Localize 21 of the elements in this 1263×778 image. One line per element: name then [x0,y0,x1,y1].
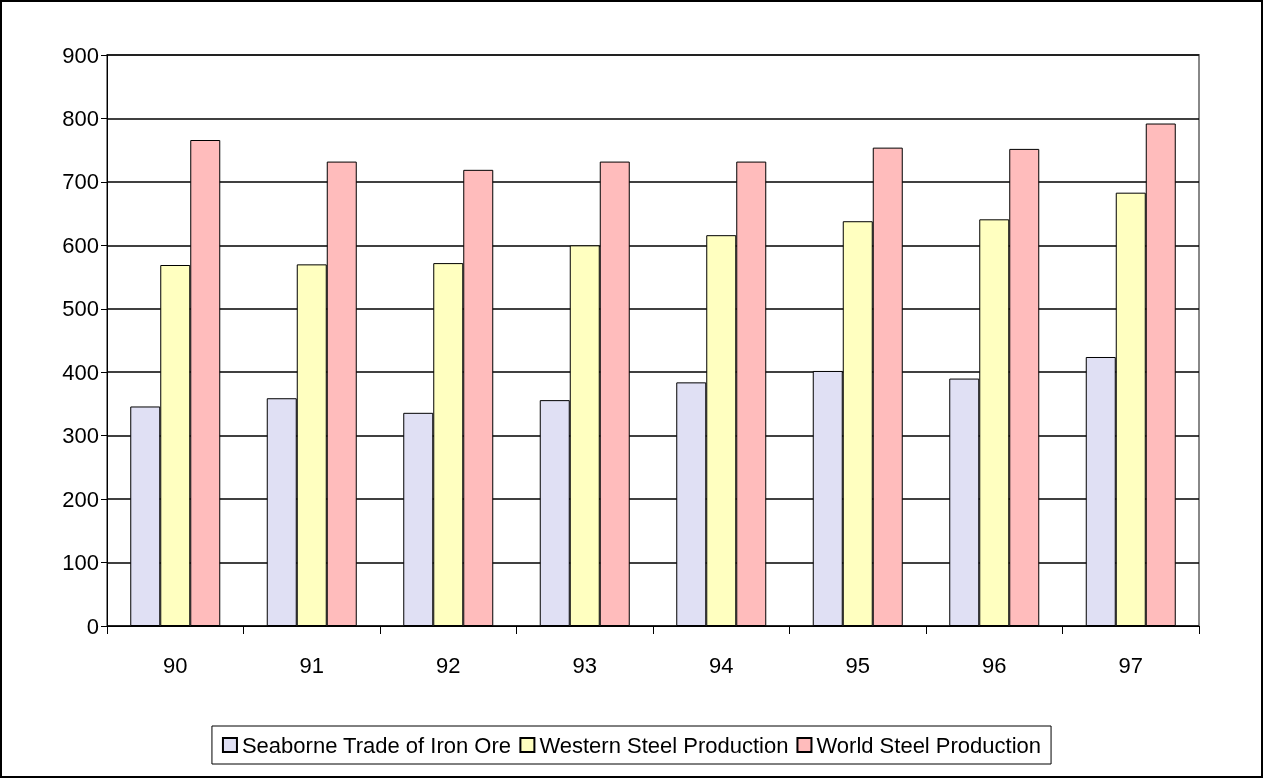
x-tick-label: 95 [845,652,870,678]
legend-label: Seaborne Trade of Iron Ore [241,732,512,758]
x-tick-label: 96 [982,652,1007,678]
x-tick-label: 94 [709,652,734,678]
y-tick-label: 200 [62,486,99,512]
y-tick-label: 500 [62,296,99,322]
x-tick-label: 91 [299,652,324,678]
x-tick-label: 90 [163,652,188,678]
x-tick-label: 97 [1118,652,1143,678]
y-tick-label: 700 [62,169,99,195]
y-tick-label: 600 [62,232,99,258]
x-tick-label: 93 [572,652,597,678]
x-tick-label: 92 [436,652,461,678]
y-tick-label: 0 [86,613,99,639]
y-tick-label: 900 [62,42,99,68]
y-tick-label: 400 [62,359,99,385]
y-tick-label: 100 [62,550,99,576]
y-tick-label: 800 [62,105,99,131]
legend-label: World Steel Production [816,732,1042,758]
y-tick-label: 300 [62,423,99,449]
legend-label: Western Steel Production [539,732,789,758]
